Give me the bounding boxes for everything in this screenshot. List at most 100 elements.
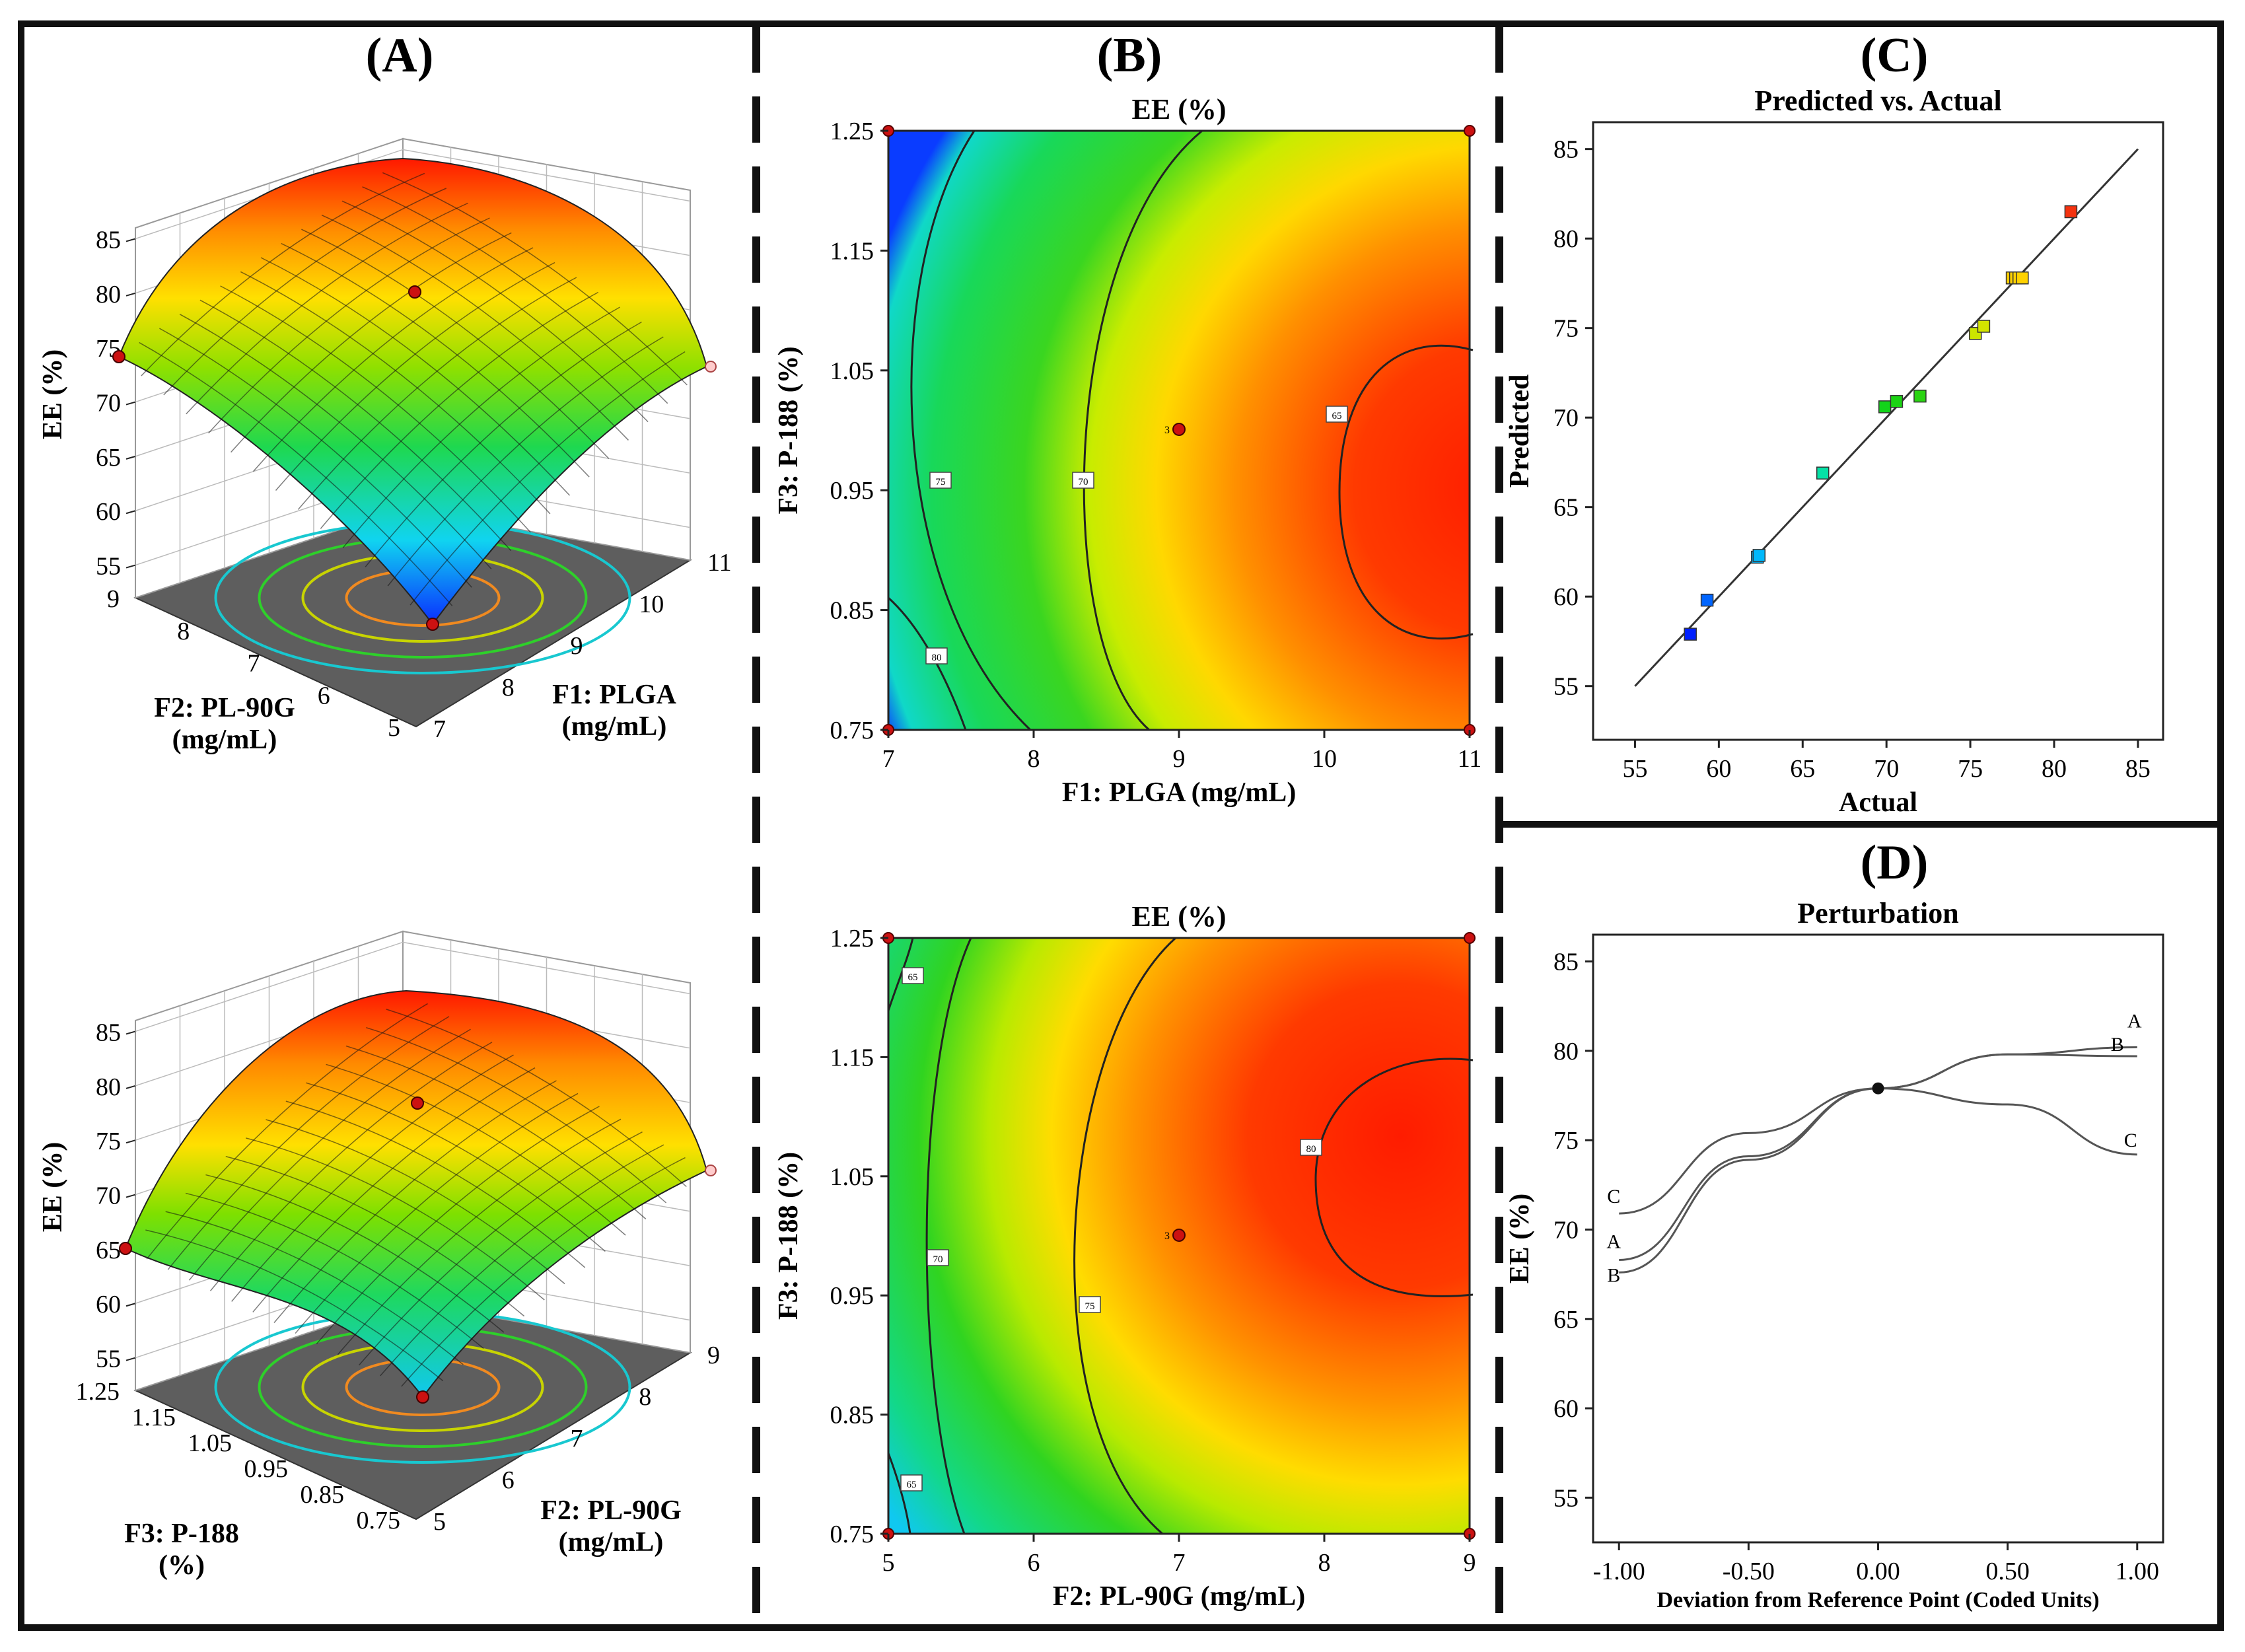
z-tick	[125, 510, 136, 515]
y-tick-label: 1.15	[830, 1044, 874, 1071]
x-tick-label: 8	[502, 674, 515, 701]
x-axis-label: F2: PL-90G	[540, 1495, 681, 1526]
y-tick-label: 70	[1553, 1216, 1579, 1244]
surface-mesh-line	[295, 1093, 579, 1334]
x-tick-label: 80	[2042, 755, 2067, 783]
contour-label: 80	[1300, 1139, 1322, 1156]
predicted-vs-actual-plot: Predicted vs. Actual 55 60 65 70 75 80 85 55 60 65…	[1505, 85, 2164, 818]
contour-label-text: 65	[907, 1480, 917, 1490]
contour-label-text: 75	[1085, 1301, 1095, 1312]
design-point	[1464, 125, 1476, 137]
wall-grid-line	[135, 941, 691, 1032]
surface-mesh-line	[165, 1211, 464, 1365]
center-point	[411, 1096, 424, 1110]
surface-mesh-line	[386, 1009, 687, 1188]
chart-title: EE (%)	[1132, 93, 1227, 126]
z-tick-label: 60	[96, 1291, 121, 1318]
data-point	[1684, 628, 1697, 641]
y-tick-label: 55	[1553, 1484, 1579, 1512]
x-axis-label: F1: PLGA (mg/mL)	[1062, 777, 1297, 808]
z-tick	[125, 564, 136, 569]
z-tick-label: 65	[96, 444, 121, 472]
x-tick-label: 9	[1173, 745, 1186, 773]
contour-label-text: 65	[1332, 411, 1342, 421]
center-point-count: 3	[1164, 425, 1170, 436]
contour-line	[1083, 129, 1203, 731]
surface-mesh-line	[366, 1026, 667, 1203]
z-tick	[125, 1303, 136, 1307]
y-axis-label: Predicted	[1505, 375, 1535, 488]
z-axis-label: EE (%)	[38, 1142, 68, 1233]
y-tick-label: 0.95	[244, 1455, 289, 1483]
contour-label-box	[1079, 1296, 1101, 1313]
x-tick-label: 9	[1464, 1549, 1476, 1577]
panel-label-b: (B)	[1097, 28, 1162, 83]
y-axis-label: (mg/mL)	[172, 725, 277, 755]
x-tick-label: 60	[1706, 755, 1731, 783]
surface-mesh-line	[273, 1080, 557, 1323]
surface-mesh-line	[159, 328, 472, 588]
series-label-start: B	[1607, 1264, 1620, 1286]
surface-mesh-line	[301, 229, 610, 459]
contour-label-box	[925, 647, 948, 664]
y-axis-label: F3: P-188 (%)	[773, 1152, 804, 1320]
design-point	[426, 618, 439, 631]
design-point	[119, 1242, 132, 1255]
y-tick-label: 1.05	[830, 357, 874, 385]
design-point	[705, 1165, 717, 1176]
contour-lines	[887, 937, 1474, 1535]
x-axis-label: F2: PL-90G (mg/mL)	[1053, 1581, 1306, 1612]
y-tick-label: 8	[177, 618, 190, 645]
z-axis-label: EE (%)	[38, 349, 68, 440]
y-tick-label: 0.75	[357, 1507, 401, 1534]
series-label-end: B	[2111, 1034, 2124, 1056]
x-tick-label: 7	[1173, 1549, 1186, 1577]
series-label-start: A	[1606, 1231, 1621, 1252]
z-tick	[125, 292, 136, 297]
x-tick-label: 11	[707, 549, 732, 577]
contour-label: 75	[929, 472, 952, 489]
z-tick	[125, 1194, 136, 1198]
x-tick-label: 10	[639, 591, 664, 618]
y-tick-label: 1.05	[188, 1429, 232, 1457]
x-tick-label: 5	[882, 1549, 895, 1577]
surface-mesh-line	[316, 1106, 600, 1345]
x-tick-label: 65	[1790, 755, 1815, 783]
data-point	[1878, 400, 1892, 413]
x-axis-label: (mg/mL)	[559, 1527, 664, 1558]
z-tick-label: 55	[96, 1346, 121, 1373]
reference-point	[1872, 1082, 1884, 1095]
contour-label-box	[1300, 1139, 1322, 1156]
data-point	[1816, 466, 1830, 480]
z-tick	[125, 238, 136, 242]
contour-line	[1338, 344, 1474, 640]
y-tick-label: 85	[1553, 949, 1579, 976]
contour-label: 65	[900, 1474, 923, 1491]
z-tick-label: 70	[96, 1182, 121, 1210]
surface-mesh-line	[209, 1042, 493, 1291]
chart-title: Perturbation	[1797, 897, 1958, 929]
x-tick-label: 10	[1312, 745, 1337, 773]
y-tick-label: 0.95	[830, 1282, 874, 1310]
x-tick-label: 1.00	[2116, 1558, 2160, 1585]
contour-label-text: 70	[933, 1254, 943, 1265]
surface-mesh-line	[362, 186, 668, 404]
z-tick	[125, 1030, 136, 1035]
design-point	[1464, 932, 1476, 944]
surface-mesh-line	[382, 172, 688, 386]
contour-label-box	[902, 967, 924, 984]
z-tick-label: 70	[96, 390, 121, 417]
y-tick-label: 75	[1553, 1127, 1579, 1155]
surface-mesh-line	[387, 336, 664, 587]
surface-mesh-line	[365, 321, 642, 567]
design-point	[416, 1390, 429, 1404]
y-tick-label: 0.85	[830, 597, 874, 625]
y-tick-label: 60	[1553, 583, 1579, 611]
surface-mesh-line	[253, 247, 534, 472]
x-axis-label: Deviation from Reference Point (Coded Un…	[1657, 1588, 2099, 1612]
y-tick-label: 0.85	[301, 1481, 345, 1509]
surface-mesh-line	[285, 1100, 586, 1268]
z-tick	[125, 1139, 136, 1144]
fit-line	[1634, 148, 2139, 687]
